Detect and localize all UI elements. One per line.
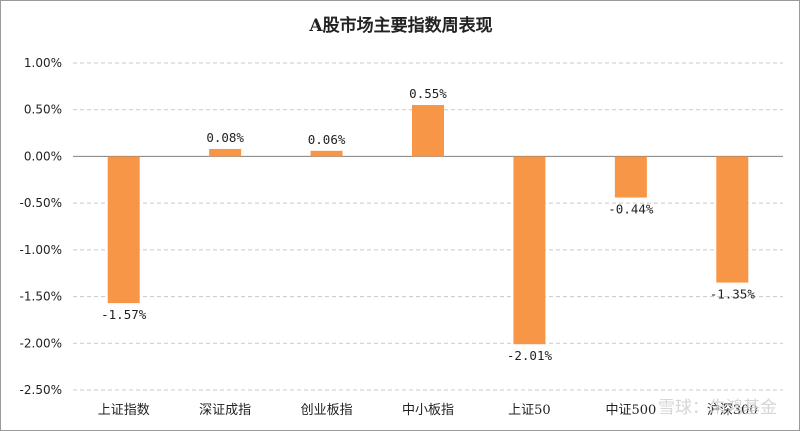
y-tick-label: -0.50% — [20, 196, 62, 210]
y-tick-label: -1.00% — [20, 243, 62, 257]
chart-title: A股市场主要指数周表现 — [308, 15, 492, 36]
y-tick-label: 0.50% — [24, 103, 62, 117]
bar — [209, 148, 242, 157]
y-tick-label: -2.00% — [20, 336, 62, 350]
bar — [614, 156, 647, 198]
x-axis-category-labels: 上证指数 深证成指 创业板指 中小板指 上证50 中证500 沪深300 — [98, 402, 758, 418]
bars — [107, 105, 749, 345]
y-tick-label: -2.50% — [20, 383, 62, 397]
y-tick-label: 1.00% — [24, 56, 62, 70]
data-label: 0.08% — [206, 130, 244, 145]
bar — [107, 156, 140, 304]
watermark: 雪球：朱鸿基金 — [658, 398, 777, 418]
data-label: -1.57% — [101, 307, 147, 322]
y-axis-tick-labels: 1.00% 0.50% 0.00% -0.50% -1.00% -1.50% -2.00% -… — [20, 56, 62, 397]
y-tick-label: -1.50% — [20, 290, 62, 304]
category-label: 创业板指 — [301, 403, 353, 418]
category-label: 中证500 — [605, 403, 656, 418]
category-label: 中小板指 — [402, 403, 454, 418]
data-label: -0.44% — [608, 202, 654, 217]
bar — [310, 150, 343, 157]
category-label: 深证成指 — [199, 403, 251, 418]
bar — [412, 105, 444, 157]
bar — [513, 156, 546, 345]
data-label: -2.01% — [507, 348, 553, 363]
data-label: -1.35% — [710, 287, 756, 302]
bar — [716, 156, 749, 283]
category-label: 上证指数 — [98, 403, 150, 418]
y-tick-label: 0.00% — [24, 149, 62, 163]
category-label: 沪深300 — [707, 402, 758, 418]
category-label: 上证50 — [508, 403, 551, 418]
data-labels: -1.57% 0.08% 0.06% 0.55% -2.01% -0.44% -1.35% — [101, 86, 755, 363]
data-label: 0.55% — [409, 86, 447, 101]
data-label: 0.06% — [308, 132, 346, 147]
